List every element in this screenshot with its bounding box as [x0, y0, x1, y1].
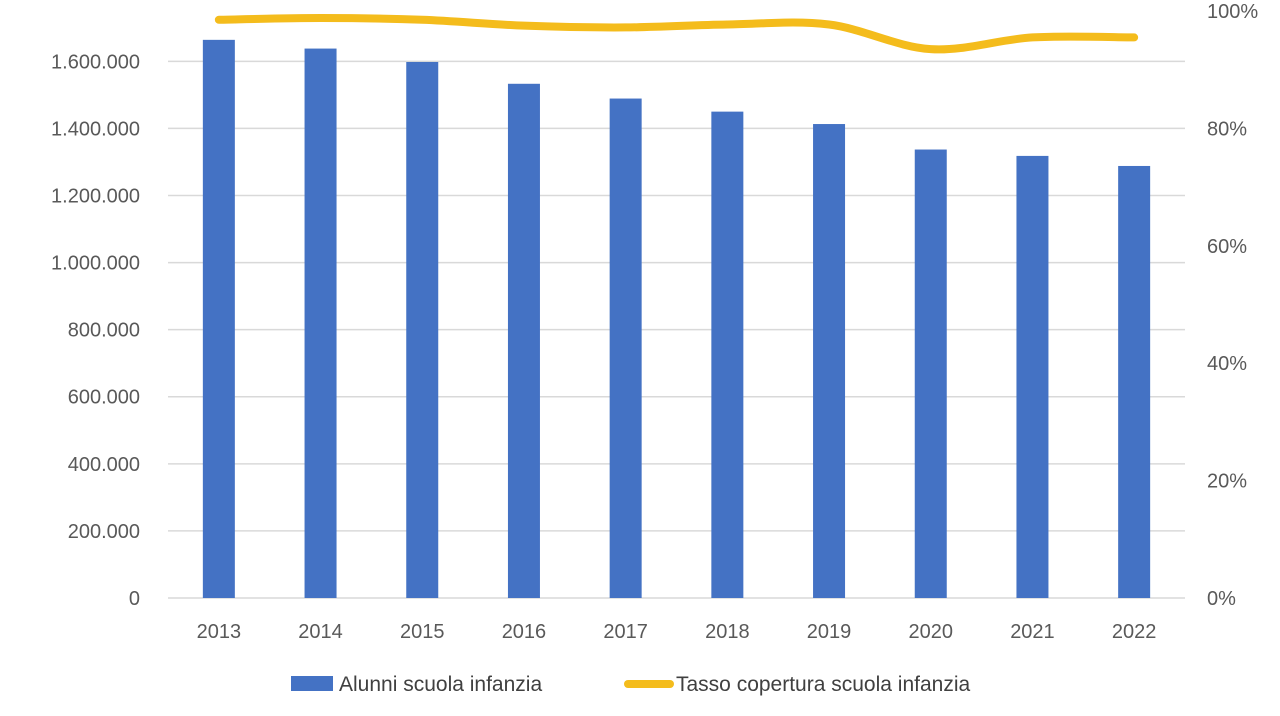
line-series	[214, 14, 1139, 54]
line-point-2015	[422, 19, 423, 20]
line-point-2013	[218, 19, 219, 20]
bar-2018	[711, 111, 744, 598]
line-point-2017	[625, 27, 626, 28]
y-left-tick-label: 1.600.000	[51, 51, 140, 73]
bar-series	[202, 39, 1151, 599]
y-left-tick-label: 400.000	[68, 454, 140, 476]
y-right-tick-label: 100%	[1207, 1, 1258, 23]
y-right-tick-label: 0%	[1207, 588, 1236, 610]
x-tick-label: 2013	[197, 621, 242, 643]
x-tick-label: 2021	[1010, 621, 1055, 643]
x-tick-label: 2018	[705, 621, 750, 643]
bar-2020	[914, 149, 947, 599]
x-tick-label: 2016	[502, 621, 547, 643]
x-tick-label: 2015	[400, 621, 445, 643]
line-point-2021	[1032, 37, 1033, 38]
bar-2016	[507, 83, 540, 598]
bar-2015	[406, 61, 439, 598]
bar-2017	[609, 98, 642, 598]
y-right-tick-label: 20%	[1207, 471, 1247, 493]
y-left-tick-label: 200.000	[68, 521, 140, 543]
bar-2014	[304, 48, 337, 599]
line-point-2016	[523, 25, 524, 26]
x-tick-label: 2017	[603, 621, 648, 643]
bar-2021	[1016, 155, 1049, 598]
line-point-2018	[727, 24, 728, 25]
y-right-tick-label: 40%	[1207, 353, 1247, 375]
bar-2022	[1118, 165, 1151, 598]
line-point-2020	[930, 49, 931, 50]
left-axis: 0 200.000 400.000 600.000 800.000 1.000.000 1.…	[51, 51, 140, 610]
y-left-tick-label: 1.200.000	[51, 185, 140, 207]
y-right-tick-label: 60%	[1207, 236, 1247, 258]
y-left-tick-label: 0	[129, 588, 140, 610]
y-right-tick-label: 80%	[1207, 118, 1247, 140]
y-left-tick-label: 800.000	[68, 320, 140, 342]
x-tick-label: 2014	[298, 621, 343, 643]
legend-label-tasso: Tasso copertura scuola infanzia	[676, 673, 970, 696]
line-point-2019	[829, 24, 830, 25]
legend: Alunni scuola infanzia Tasso copertura s…	[291, 673, 970, 696]
right-axis: 0% 20% 40% 60% 80% 100%	[1207, 1, 1258, 610]
line-point-2022	[1134, 37, 1135, 38]
y-left-tick-label: 1.000.000	[51, 253, 140, 275]
y-left-tick-label: 1.400.000	[51, 118, 140, 140]
legend-swatch-alunni	[291, 676, 333, 691]
bar-2013	[202, 39, 235, 598]
y-left-tick-label: 600.000	[68, 387, 140, 409]
x-axis: 2013 2014 2015 2016 2017 2018 2019 2020 2021 2022	[197, 621, 1157, 643]
bar-2019	[813, 124, 846, 598]
x-tick-label: 2022	[1112, 621, 1157, 643]
line-point-2014	[320, 18, 321, 19]
legend-label-alunni: Alunni scuola infanzia	[339, 673, 542, 696]
grid-lines	[168, 60, 1185, 599]
x-tick-label: 2019	[807, 621, 852, 643]
line-tasso-copertura	[214, 14, 1139, 54]
x-tick-label: 2020	[909, 621, 954, 643]
